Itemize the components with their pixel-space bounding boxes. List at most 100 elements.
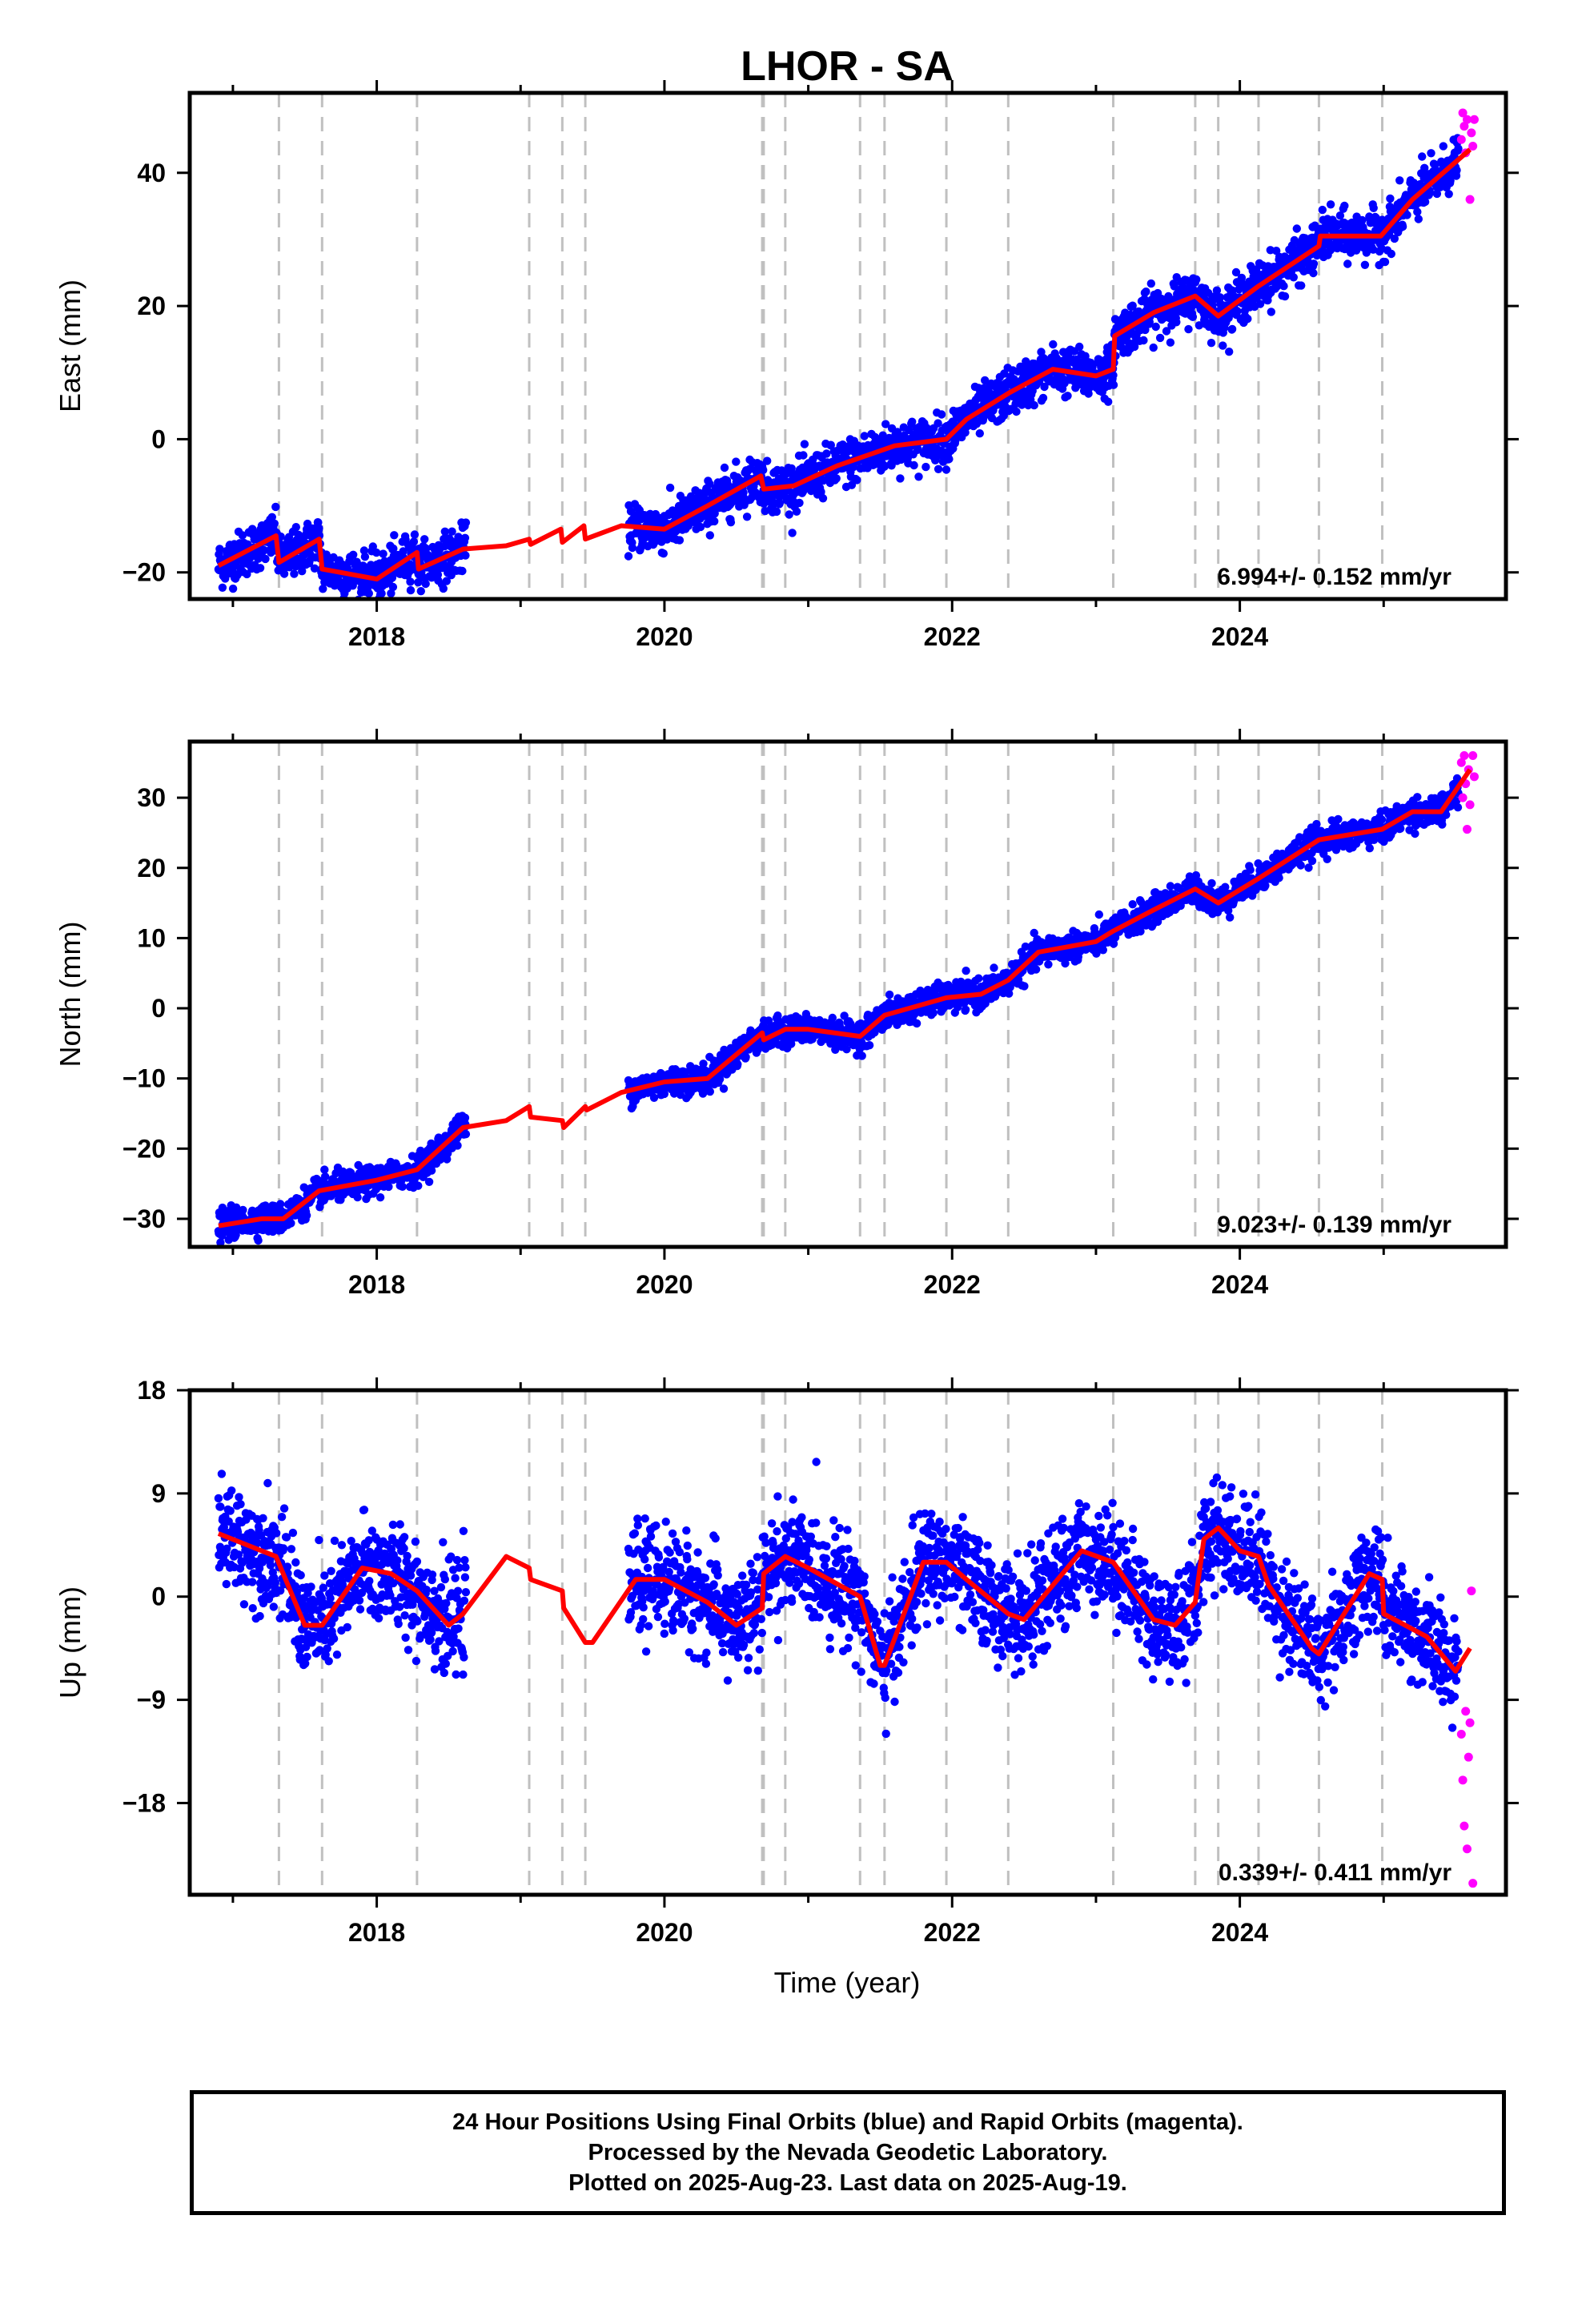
final-orbit-point xyxy=(1094,910,1104,919)
final-orbit-point xyxy=(853,476,861,485)
final-orbit-point xyxy=(1289,273,1299,282)
final-orbit-point xyxy=(1061,959,1070,968)
final-orbit-point xyxy=(461,518,471,527)
final-orbit-point xyxy=(360,553,370,561)
final-orbit-point xyxy=(912,1019,921,1028)
final-orbit-point xyxy=(414,1181,423,1190)
final-orbit-point xyxy=(1369,203,1378,212)
final-orbit-point xyxy=(320,1165,329,1174)
final-orbit-point xyxy=(785,510,793,519)
final-orbit-point xyxy=(1162,327,1171,336)
final-orbit-point xyxy=(421,579,430,589)
final-orbit-point xyxy=(840,1011,849,1020)
final-orbit-point xyxy=(1155,333,1165,343)
final-orbit-point xyxy=(1142,287,1150,296)
final-orbit-point xyxy=(375,1193,385,1202)
final-orbit-point xyxy=(238,531,247,540)
final-orbit-point xyxy=(1207,879,1216,888)
final-orbit-point xyxy=(1225,348,1234,356)
rapid-orbit-point xyxy=(1468,142,1478,151)
final-orbit-point xyxy=(399,547,408,556)
final-orbit-point xyxy=(1151,322,1160,332)
final-orbit-point xyxy=(352,612,360,620)
final-orbit-point xyxy=(1226,913,1235,922)
final-orbit-point xyxy=(741,1052,750,1062)
final-orbit-point xyxy=(1031,965,1041,974)
final-orbit-point xyxy=(439,584,448,593)
final-orbit-point xyxy=(379,549,387,558)
final-orbit-point xyxy=(710,517,719,526)
final-orbit-point xyxy=(243,569,251,579)
final-orbit-point xyxy=(908,417,917,426)
final-orbit-point xyxy=(259,545,269,555)
final-orbit-point xyxy=(1049,340,1058,349)
final-orbit-point xyxy=(880,462,889,471)
final-orbit-point xyxy=(310,564,319,573)
frame-east xyxy=(187,90,1508,601)
rapid-orbit-point xyxy=(1465,195,1475,204)
final-orbit-point xyxy=(923,985,933,995)
final-orbit-point xyxy=(454,533,463,541)
rapid-orbit-point xyxy=(1460,122,1469,131)
final-orbit-point xyxy=(406,585,416,595)
final-orbit-point xyxy=(287,1219,295,1228)
x-tick-label: 2024 xyxy=(1211,622,1268,651)
final-orbit-point xyxy=(1149,343,1158,352)
final-orbit-point xyxy=(1228,286,1237,296)
final-orbit-point xyxy=(800,440,809,448)
final-orbit-point xyxy=(1040,382,1049,392)
final-orbit-point xyxy=(440,527,449,536)
final-orbit-point xyxy=(981,376,990,385)
x-tick-label: 2020 xyxy=(636,622,693,651)
final-orbit-point xyxy=(1164,292,1173,301)
final-orbit-point xyxy=(1358,215,1367,225)
final-orbit-point xyxy=(1227,324,1237,334)
final-orbit-point xyxy=(1166,338,1175,347)
final-orbit-point xyxy=(934,419,942,428)
final-orbit-point xyxy=(788,529,797,537)
final-orbit-point xyxy=(421,601,429,609)
final-orbit-point xyxy=(409,537,419,546)
final-orbit-point xyxy=(1172,318,1181,327)
final-orbit-point xyxy=(1184,324,1193,334)
final-orbit-point xyxy=(442,577,451,585)
final-orbit-point xyxy=(628,543,637,553)
final-orbit-point xyxy=(893,430,902,439)
final-orbit-point xyxy=(1243,314,1252,324)
final-orbit-point xyxy=(267,513,276,521)
final-orbit-point xyxy=(1038,393,1048,403)
final-orbit-point xyxy=(1420,163,1429,172)
final-orbit-point xyxy=(1420,197,1430,207)
final-orbit-point xyxy=(914,472,923,481)
final-orbit-point xyxy=(698,1089,708,1098)
final-orbit-point xyxy=(363,600,371,608)
final-orbit-point xyxy=(1386,194,1395,203)
final-orbit-point xyxy=(921,462,930,472)
y-tick-label: 40 xyxy=(137,159,166,187)
final-orbit-point xyxy=(1012,407,1021,416)
final-orbit-point xyxy=(1318,205,1327,215)
final-orbit-point xyxy=(1005,989,1014,998)
final-orbit-point xyxy=(271,502,280,512)
final-orbit-point xyxy=(1292,224,1302,233)
final-orbit-point xyxy=(1414,215,1423,223)
final-orbit-point xyxy=(1233,307,1242,316)
final-orbit-point xyxy=(364,589,373,598)
final-orbit-point xyxy=(945,455,954,464)
final-orbit-point xyxy=(705,480,714,489)
final-orbit-point xyxy=(291,523,300,532)
final-orbit-point xyxy=(1075,342,1084,352)
final-orbit-point xyxy=(624,552,633,561)
final-orbit-point xyxy=(1192,275,1201,284)
final-orbit-point xyxy=(215,545,224,553)
final-orbit-point xyxy=(218,583,227,592)
final-orbit-point xyxy=(961,1005,970,1015)
final-orbit-point xyxy=(1139,336,1148,345)
final-orbit-point xyxy=(216,1238,225,1247)
rapid-orbit-point xyxy=(1467,128,1476,138)
final-orbit-point xyxy=(448,527,456,536)
y-tick-label: 20 xyxy=(137,292,166,320)
final-orbit-point xyxy=(319,585,327,593)
